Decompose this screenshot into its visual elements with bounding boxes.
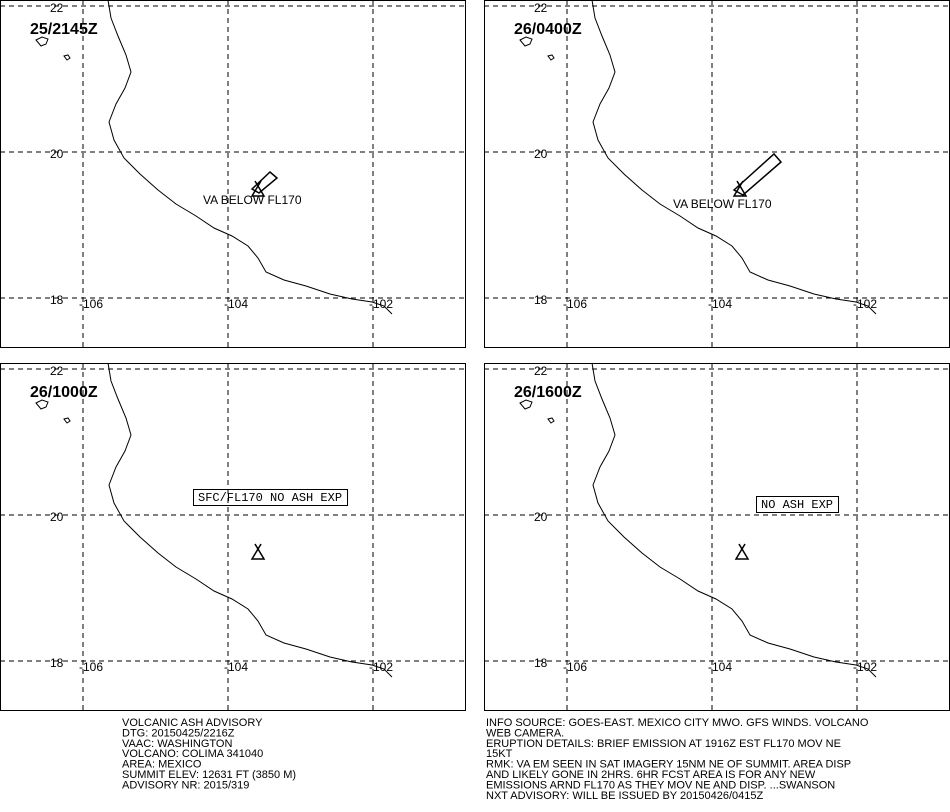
island xyxy=(35,399,49,410)
map-panel: 22 20 18 -106 -104 -102 26/1000Z SFC/FL170 NO A… xyxy=(0,362,466,711)
panel-border xyxy=(484,0,950,348)
advisory-line: DTG: 20150425/2216Z xyxy=(122,727,235,739)
lat-label: 22 xyxy=(534,1,548,15)
advisory-line: VAAC: WASHINGTON xyxy=(122,738,232,750)
coastline xyxy=(107,362,393,678)
lat-label: 22 xyxy=(50,364,64,378)
lat-label: 20 xyxy=(50,147,64,161)
advisory-line: AREA: MEXICO xyxy=(122,759,202,771)
detail-line: RMK: VA EM SEEN IN SAT IMAGERY 15NM NE O… xyxy=(486,759,851,771)
advisory-line: ADVISORY NR: 2015/319 xyxy=(122,779,249,791)
detail-line: INFO SOURCE: GOES-EAST. MEXICO CITY MWO.… xyxy=(486,717,869,729)
lon-label: -106 xyxy=(563,660,587,674)
lat-label: 20 xyxy=(534,147,548,161)
lon-label: -106 xyxy=(79,297,103,311)
detail-line: EMISSIONS ARND FL170 AS THEY MOV NE AND … xyxy=(486,779,835,791)
lat-label: 18 xyxy=(50,293,64,307)
island xyxy=(63,54,71,61)
ash-area xyxy=(250,170,279,194)
lon-label: -102 xyxy=(853,660,877,674)
map-panel: 22 20 18 -106 -104 -102 25/2145Z VA BELOW FL170 xyxy=(0,0,466,348)
ash-area xyxy=(732,152,783,196)
island xyxy=(547,417,555,424)
lat-label: 20 xyxy=(50,510,64,524)
detail-line: ERUPTION DETAILS: BRIEF EMISSION AT 1916… xyxy=(486,738,841,750)
lat-label: 22 xyxy=(534,364,548,378)
lat-label: 18 xyxy=(534,293,548,307)
coastline xyxy=(107,0,393,315)
panel-border xyxy=(0,363,466,711)
ash-box xyxy=(756,496,840,513)
lon-label: -104 xyxy=(708,660,732,674)
island xyxy=(519,399,533,410)
valid-time: 26/0400Z xyxy=(514,21,582,38)
advisory-line: VOLCANO: COLIMA 341040 xyxy=(122,748,263,760)
lon-label: -102 xyxy=(369,297,393,311)
lat-label: 18 xyxy=(534,656,548,670)
ash-box xyxy=(193,489,349,506)
lon-label: -102 xyxy=(853,297,877,311)
lon-label: -106 xyxy=(79,660,103,674)
valid-time: 26/1600Z xyxy=(514,384,582,401)
detail-line: WEB CAMERA. xyxy=(486,727,564,739)
map-panel: 22 20 18 -106 -104 -102 26/1600Z NO ASH EXP xyxy=(484,362,950,711)
ash-box-text: SFC/FL170 NO ASH EXP xyxy=(198,491,342,505)
ash-box-text: NO ASH EXP xyxy=(761,498,833,512)
lon-label: -104 xyxy=(224,660,248,674)
advisory-line: VOLCANIC ASH ADVISORY xyxy=(122,717,263,729)
lat-label: 20 xyxy=(534,510,548,524)
advisory-line: SUMMIT ELEV: 12631 FT (3850 M) xyxy=(122,769,296,781)
lon-label: -104 xyxy=(708,297,732,311)
map-panel: 22 20 18 -106 -104 -102 26/0400Z VA BELOW FL170 xyxy=(484,0,950,348)
panel-border xyxy=(484,363,950,711)
coastline xyxy=(591,0,877,315)
valid-time: 25/2145Z xyxy=(30,21,98,38)
island xyxy=(519,36,533,47)
lon-label: -102 xyxy=(369,660,393,674)
coastline xyxy=(591,362,877,678)
detail-line: 15KT xyxy=(486,748,513,760)
lon-label: -106 xyxy=(563,297,587,311)
volcano-icon xyxy=(734,543,750,560)
valid-time: 26/1000Z xyxy=(30,384,98,401)
detail-line: AND LIKELY GONE IN 2HRS. 6HR FCST AREA I… xyxy=(486,769,816,781)
volcano-icon xyxy=(250,543,266,560)
island xyxy=(35,36,49,47)
panel-border xyxy=(0,0,466,348)
lat-label: 18 xyxy=(50,656,64,670)
island xyxy=(63,417,71,424)
ash-label: VA BELOW FL170 xyxy=(203,193,302,207)
detail-line: NXT ADVISORY: WILL BE ISSUED BY 20150426… xyxy=(486,790,763,802)
island xyxy=(547,54,555,61)
lat-label: 22 xyxy=(50,1,64,15)
lon-label: -104 xyxy=(224,297,248,311)
ash-label: VA BELOW FL170 xyxy=(673,197,772,211)
